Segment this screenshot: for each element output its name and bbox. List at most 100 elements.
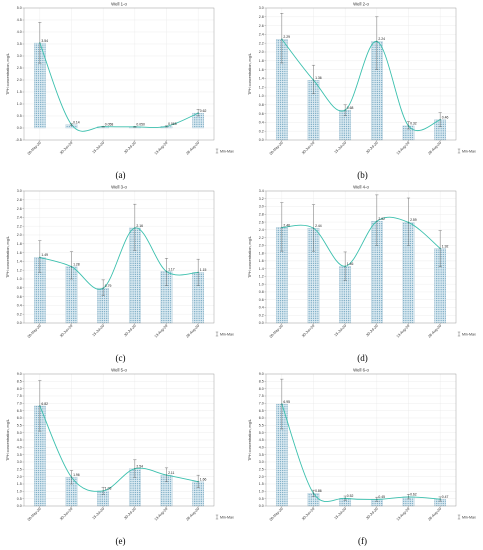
- data-label: 2.16: [136, 224, 143, 228]
- data-point: [407, 496, 410, 498]
- x-tick-label: 30-Jun-20: [301, 507, 315, 521]
- y-tick-label: 1.2: [17, 268, 22, 272]
- y-tick-label: 0.0: [17, 321, 22, 325]
- y-tick-label: 0.6: [17, 295, 22, 299]
- x-tick-label: 28-May-20: [27, 324, 42, 339]
- y-tick-label: 6.0: [17, 416, 22, 420]
- data-label: 0.52: [347, 494, 354, 498]
- plot-frame: [265, 7, 457, 141]
- x-tick-label: 30-Jul-20: [365, 507, 378, 520]
- panel-letter: (d): [357, 353, 368, 363]
- x-tick-label: 15-Jul-20: [334, 324, 347, 337]
- panel-letter: (b): [357, 170, 368, 180]
- y-tick-label: 2.5: [17, 66, 22, 70]
- x-tick-label: 13-Aug-20: [396, 324, 411, 339]
- data-point: [407, 221, 410, 224]
- y-tick-label: 2.5: [259, 468, 264, 472]
- x-tick-label: 28-Aug-20: [427, 324, 442, 339]
- x-tick-label: 15-Jul-20: [92, 507, 105, 520]
- data-point: [134, 227, 136, 229]
- data-label: 1.36: [315, 76, 322, 80]
- y-tick-label: 0.2: [259, 313, 264, 317]
- data-label: 0.45: [378, 495, 385, 499]
- data-label: 6.95: [283, 400, 290, 404]
- data-point: [165, 125, 168, 128]
- data-label: 2.54: [136, 465, 143, 469]
- plot-frame: [23, 190, 215, 324]
- y-tick-label: 8.0: [259, 387, 264, 391]
- y-tick-label: 2.0: [259, 244, 264, 248]
- y-tick-label: 3.5: [17, 42, 22, 46]
- x-tick-label: 30-Jul-20: [365, 141, 378, 154]
- data-point: [312, 227, 315, 229]
- y-tick-label: 0.8: [259, 103, 264, 107]
- y-tick-label: 1.0: [17, 277, 22, 281]
- data-point: [102, 287, 104, 289]
- data-label: 1.17: [168, 267, 175, 271]
- data-label: 0.79: [105, 284, 112, 288]
- y-tick-label: 1.5: [259, 482, 264, 486]
- data-label: 2.62: [378, 217, 385, 221]
- data-label: 2.59: [410, 218, 417, 222]
- y-tick-label: 8.0: [17, 387, 22, 391]
- panel-title: Well 3-o: [111, 185, 127, 190]
- y-axis-label: TPH concentration, mg/L: [6, 236, 10, 278]
- y-tick-label: 1.8: [259, 59, 264, 63]
- data-point: [281, 38, 283, 40]
- y-tick-label: 2.0: [17, 475, 22, 479]
- data-label: 3.54: [41, 39, 48, 43]
- data-label: 0.14: [73, 120, 80, 124]
- y-tick-label: 3.0: [17, 54, 22, 58]
- data-label: 0.058: [105, 122, 114, 126]
- y-tick-label: -0.5: [16, 138, 22, 142]
- chart-c: Well 3-o 0.0 0.2 0.4 0.6 0.8 1.0 1.2 1.4 1.6 1.8 2.…: [6, 185, 234, 364]
- data-label: 2.29: [283, 35, 290, 39]
- y-tick-label: 4.0: [259, 446, 264, 450]
- data-point: [39, 405, 41, 407]
- data-label: 0.62: [200, 109, 207, 113]
- data-label: 6.82: [41, 402, 48, 406]
- chart-b: Well 2-o 0.0 0.2 0.4 0.6 0.8 1.0 1.2 1.4 1.6 1.8 2.…: [248, 2, 476, 181]
- y-tick-label: 0.5: [17, 114, 22, 118]
- y-tick-label: 5.5: [259, 424, 264, 428]
- y-axis-label: TPH concentration, mg/L: [248, 419, 252, 461]
- data-label: 0.47: [442, 495, 449, 499]
- y-tick-label: 5.0: [17, 6, 22, 10]
- x-tick-label: 28-Aug-20: [427, 507, 442, 522]
- x-tick-label: 28-May-20: [27, 507, 42, 522]
- y-tick-label: 0.2: [17, 312, 22, 316]
- y-tick-label: 5.5: [17, 424, 22, 428]
- data-point: [134, 126, 136, 128]
- y-tick-label: 0.0: [259, 504, 264, 508]
- legend-label: Min-Max: [462, 149, 476, 153]
- panel-letter: (c): [116, 353, 126, 363]
- legend-label: Min-Max: [220, 332, 234, 336]
- y-tick-label: 5.0: [259, 431, 264, 435]
- data-label: 2.44: [315, 224, 322, 228]
- data-point: [197, 480, 199, 483]
- y-tick-label: 2.4: [259, 228, 264, 232]
- trend-curve: [39, 227, 199, 290]
- panel-letter: (f): [358, 536, 367, 546]
- x-tick-label: 13-Aug-20: [154, 141, 169, 156]
- y-tick-label: 1.6: [259, 68, 264, 72]
- data-point: [281, 226, 283, 229]
- y-tick-label: 0.0: [17, 126, 22, 130]
- data-point: [70, 265, 73, 268]
- data-point: [439, 498, 441, 500]
- x-tick-label: 30-Jul-20: [365, 324, 378, 337]
- data-point: [39, 42, 41, 44]
- data-label: 0.68: [347, 106, 354, 110]
- trend-curve: [281, 38, 441, 132]
- y-tick-label: 2.8: [17, 198, 22, 202]
- data-point: [376, 40, 378, 43]
- legend-label: Min-Max: [220, 515, 234, 519]
- data-label: 0.065: [168, 122, 177, 126]
- panel-a: Well 1-o -0.5 0.0 0.5 1.0 1.5 2.0 2.5 3.0 3.5 4.0 4…: [0, 0, 241, 183]
- legend-label: Min-Max: [462, 515, 476, 519]
- y-tick-label: 0.2: [259, 129, 264, 133]
- data-point: [197, 112, 199, 114]
- y-tick-label: 9.0: [259, 372, 264, 376]
- y-tick-label: 0.0: [17, 504, 22, 508]
- chart-f: Well 6-o 0.0 0.5 1.0 1.5 2.0 2.5 3.0 3.5 4.0 4.5 5.…: [248, 368, 476, 547]
